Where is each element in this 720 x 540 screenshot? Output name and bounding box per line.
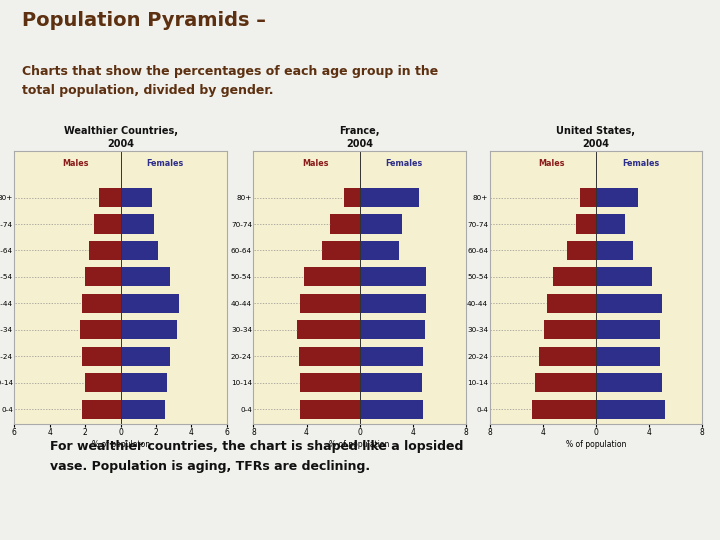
X-axis label: % of population: % of population xyxy=(566,440,626,449)
Bar xyxy=(121,347,170,366)
Bar xyxy=(596,188,639,207)
X-axis label: % of populaton: % of populaton xyxy=(91,440,150,449)
Bar xyxy=(360,400,423,419)
Bar xyxy=(596,267,652,287)
Bar xyxy=(596,294,662,313)
Bar xyxy=(121,188,153,207)
Bar xyxy=(121,241,158,260)
Bar xyxy=(360,214,402,233)
Bar xyxy=(554,267,596,287)
Text: Males: Males xyxy=(302,159,328,168)
Bar xyxy=(81,294,121,313)
Bar xyxy=(89,241,121,260)
Text: For wealthier countries, the chart is shaped like a lopsided
vase. Population is: For wealthier countries, the chart is sh… xyxy=(50,440,464,472)
Bar xyxy=(81,347,121,366)
Bar xyxy=(121,267,170,287)
Bar xyxy=(596,214,625,233)
Bar xyxy=(297,320,360,340)
Bar xyxy=(85,267,121,287)
Bar xyxy=(596,320,660,340)
Text: Charts that show the percentages of each age group in the
total population, divi: Charts that show the percentages of each… xyxy=(22,65,438,97)
Bar xyxy=(360,267,426,287)
Text: Males: Males xyxy=(538,159,564,168)
Bar xyxy=(535,373,596,393)
Bar xyxy=(80,320,121,340)
Bar xyxy=(323,241,360,260)
Bar xyxy=(360,241,400,260)
Bar xyxy=(300,294,360,313)
Bar xyxy=(576,214,596,233)
Bar xyxy=(580,188,596,207)
Bar xyxy=(304,267,360,287)
Bar xyxy=(81,400,121,419)
Bar xyxy=(343,188,360,207)
Bar xyxy=(532,400,596,419)
Bar xyxy=(330,214,360,233)
Text: Population Pyramids –: Population Pyramids – xyxy=(22,11,266,30)
Bar xyxy=(121,373,166,393)
Bar xyxy=(360,294,426,313)
Text: Males: Males xyxy=(63,159,89,168)
Text: Females: Females xyxy=(622,159,659,168)
Bar xyxy=(121,320,177,340)
Title: Wealthier Countries,
2004: Wealthier Countries, 2004 xyxy=(63,126,178,149)
Bar xyxy=(121,400,165,419)
X-axis label: % of population: % of population xyxy=(330,440,390,449)
Bar xyxy=(121,294,179,313)
Bar xyxy=(596,400,665,419)
Bar xyxy=(546,294,596,313)
Bar xyxy=(596,241,633,260)
Bar xyxy=(121,214,154,233)
Bar xyxy=(596,373,662,393)
Bar xyxy=(539,347,596,366)
Bar xyxy=(567,241,596,260)
Title: France,
2004: France, 2004 xyxy=(339,126,380,149)
Bar xyxy=(85,373,121,393)
Text: Females: Females xyxy=(386,159,423,168)
Bar xyxy=(360,188,419,207)
Title: United States,
2004: United States, 2004 xyxy=(557,126,635,149)
Bar xyxy=(94,214,121,233)
Bar xyxy=(596,347,660,366)
Bar xyxy=(300,400,360,419)
Bar xyxy=(544,320,596,340)
Text: Females: Females xyxy=(147,159,184,168)
Bar xyxy=(360,373,422,393)
Bar xyxy=(360,347,423,366)
Bar xyxy=(360,320,425,340)
Bar xyxy=(299,347,360,366)
Bar xyxy=(300,373,360,393)
Bar xyxy=(99,188,121,207)
